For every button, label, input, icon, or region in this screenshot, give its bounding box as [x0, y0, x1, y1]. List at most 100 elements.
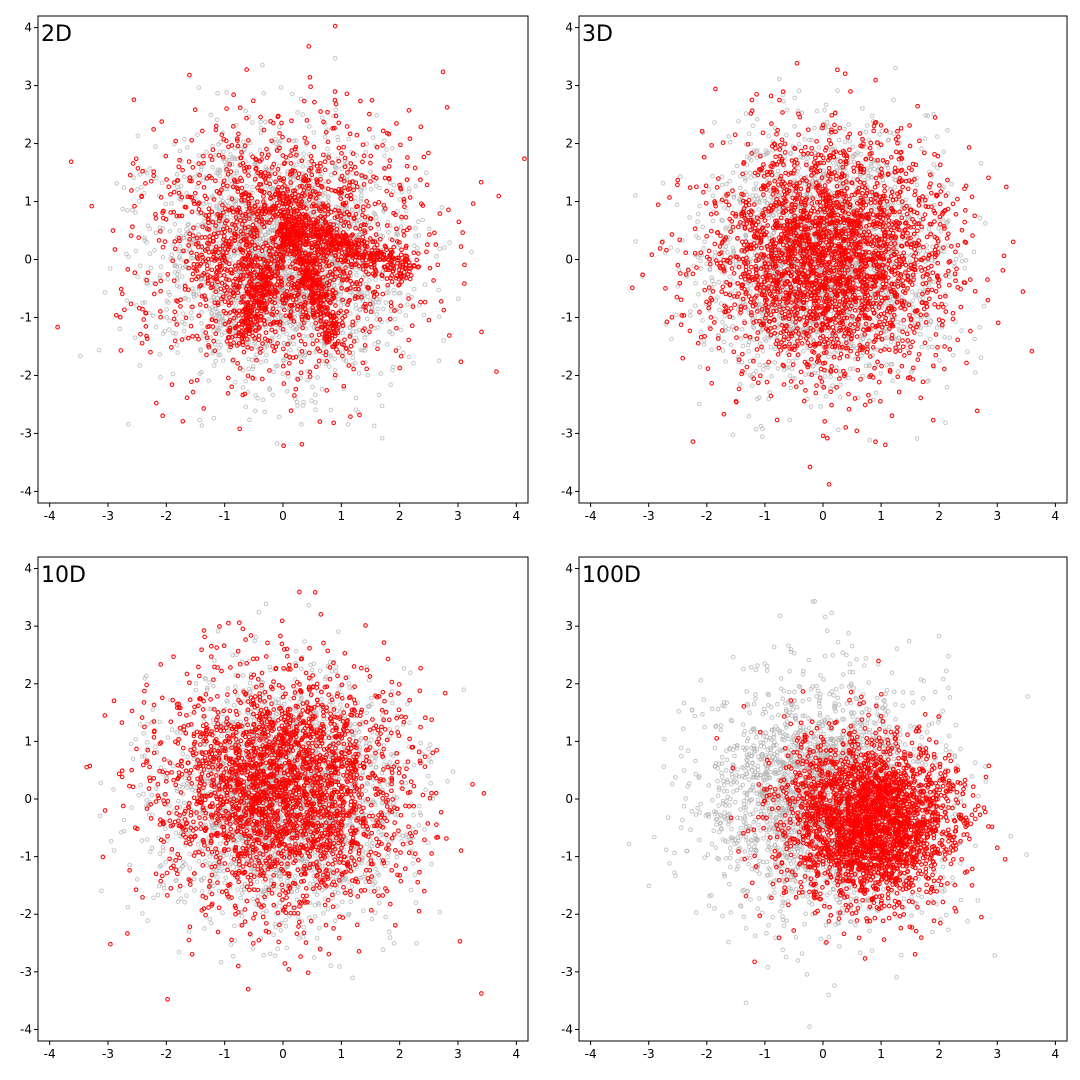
gray-point [219, 313, 225, 319]
red-point [241, 349, 247, 355]
red-point [240, 333, 246, 338]
red-point [189, 277, 195, 283]
red-point [291, 239, 296, 245]
gray-point [368, 169, 373, 174]
red-point [205, 226, 210, 232]
red-point [338, 177, 344, 182]
red-point [314, 270, 319, 276]
red-point [190, 304, 195, 310]
red-point [334, 321, 339, 326]
red-point [369, 97, 375, 103]
red-point [280, 346, 286, 352]
gray-point [303, 326, 309, 331]
gray-point [294, 326, 299, 332]
gray-point [147, 226, 153, 232]
gray-point [338, 292, 343, 297]
gray-point [339, 166, 344, 171]
gray-point [300, 112, 306, 117]
red-point [398, 275, 403, 280]
red-point [223, 259, 229, 265]
red-point [263, 330, 269, 336]
gray-point [174, 172, 180, 177]
red-point [267, 297, 273, 303]
gray-point [169, 252, 174, 257]
red-point [313, 364, 319, 370]
red-point [330, 288, 336, 294]
red-point [210, 219, 216, 225]
gray-point [406, 189, 412, 194]
red-point [274, 290, 280, 295]
gray-point [158, 374, 163, 380]
gray-point [332, 356, 338, 362]
red-point [230, 222, 235, 227]
gray-point [234, 168, 239, 174]
red-point [334, 230, 339, 236]
gray-point [141, 191, 147, 196]
red-point [359, 173, 364, 178]
gray-point [230, 162, 235, 167]
red-point [397, 365, 403, 371]
red-point [240, 342, 246, 348]
gray-point [207, 202, 213, 208]
red-point [387, 316, 393, 322]
red-point [306, 270, 312, 275]
gray-point [211, 363, 217, 368]
gray-point [365, 294, 371, 300]
gray-point [377, 185, 382, 191]
gray-point [217, 240, 222, 246]
gray-point [411, 361, 416, 366]
red-point [327, 331, 332, 337]
gray-point [305, 368, 310, 374]
red-point [281, 161, 287, 167]
red-point [285, 204, 290, 210]
red-point [237, 105, 243, 111]
red-point [201, 406, 207, 411]
red-point [387, 259, 393, 265]
red-point [168, 345, 174, 350]
red-point [189, 250, 194, 255]
red-point [343, 240, 349, 246]
red-point [238, 162, 243, 168]
red-point [250, 98, 256, 104]
red-point [240, 266, 246, 272]
gray-point [178, 248, 183, 254]
red-point [316, 290, 321, 296]
red-point [462, 262, 467, 268]
red-point [375, 221, 381, 227]
red-point [380, 128, 386, 134]
gray-point [176, 249, 182, 254]
red-point [334, 341, 340, 346]
red-point [174, 213, 180, 219]
red-point [280, 235, 286, 240]
red-point [356, 237, 362, 243]
red-point [205, 216, 211, 222]
red-point [402, 266, 408, 272]
red-point [354, 170, 359, 176]
gray-point [358, 347, 363, 353]
red-point [119, 291, 125, 297]
red-point [341, 201, 347, 206]
red-point [143, 324, 149, 329]
red-point [446, 207, 451, 213]
red-point [309, 245, 315, 251]
red-point [339, 250, 345, 256]
red-point [217, 261, 223, 267]
red-point [300, 325, 305, 331]
red-point [311, 273, 316, 278]
red-point [313, 320, 319, 326]
red-point [217, 215, 223, 221]
red-point [234, 311, 239, 316]
gray-point [133, 248, 139, 254]
red-point [187, 72, 192, 78]
red-point [274, 263, 280, 269]
red-point [440, 69, 446, 75]
red-point [342, 155, 348, 161]
red-point [270, 306, 276, 312]
gray-point [312, 392, 318, 398]
gray-point [323, 179, 329, 184]
gray-point [251, 238, 257, 244]
red-point [277, 322, 283, 328]
red-point [362, 243, 368, 248]
red-point [265, 288, 271, 294]
